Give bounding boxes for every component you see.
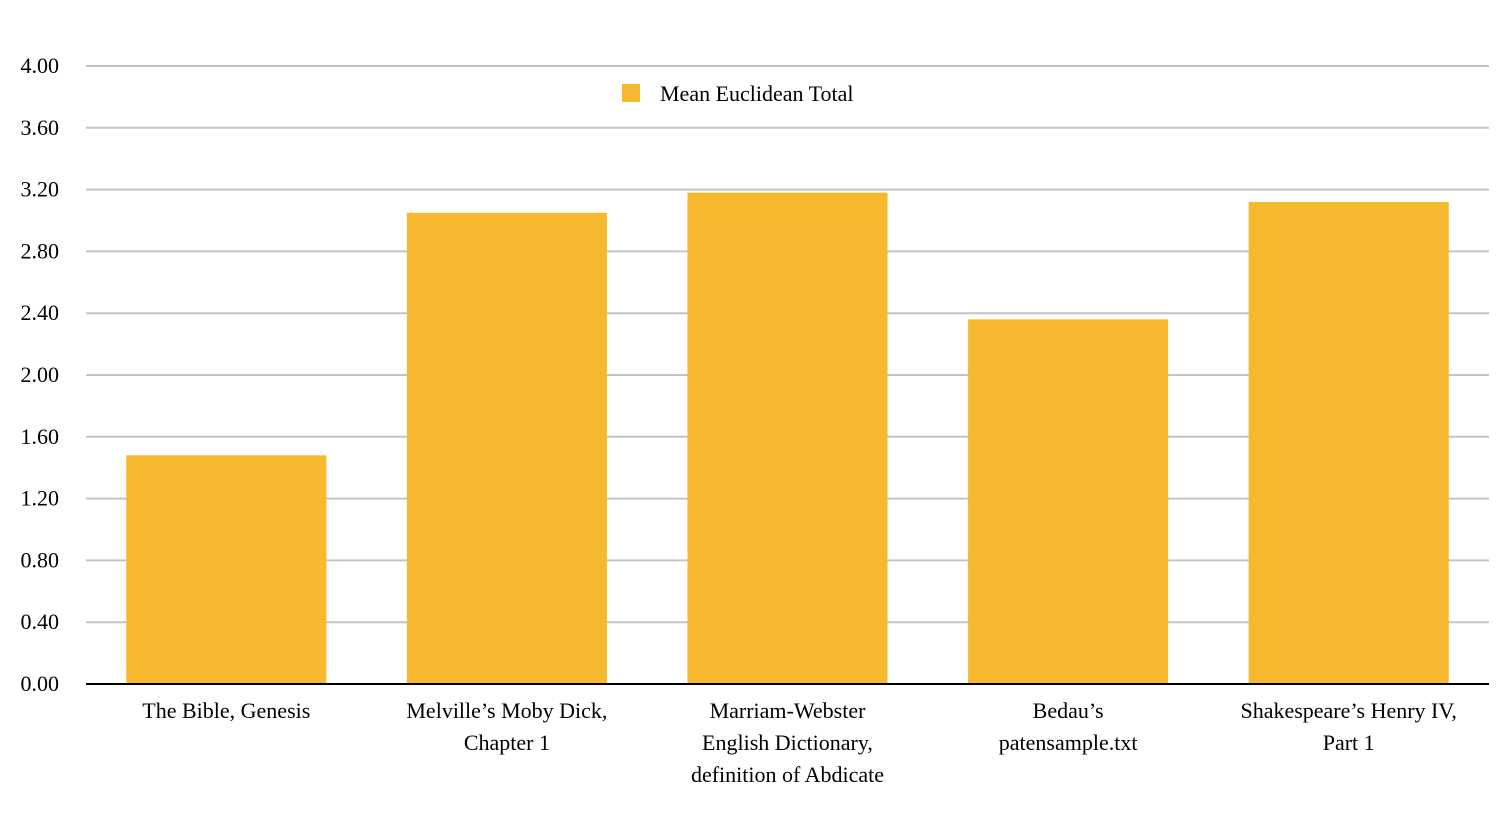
legend-label: Mean Euclidean Total — [660, 81, 854, 106]
axes: 0.00 0.40 0.80 1.20 1.60 2.00 2.40 2.80 3.20 3.60… — [21, 53, 1489, 696]
y-tick-label: 0.80 — [21, 547, 60, 572]
x-category-label: Melville’s Moby Dick, Chapter 1 — [406, 698, 607, 755]
category-labels: The Bible, Genesis Melville’s Moby Dick, C… — [142, 698, 1457, 787]
bar — [687, 192, 888, 684]
y-tick-label: 0.40 — [21, 609, 60, 634]
y-tick-label: 3.20 — [21, 177, 60, 202]
legend: Mean Euclidean Total — [622, 81, 854, 106]
y-tick-label: 1.60 — [21, 424, 60, 449]
x-category-label: Shakespeare’s Henry IV, Part 1 — [1240, 698, 1456, 755]
y-tick-label: 2.00 — [21, 362, 60, 387]
y-tick-label: 2.40 — [21, 300, 60, 325]
y-tick-label: 0.00 — [21, 671, 60, 696]
legend-swatch — [622, 84, 640, 102]
y-tick-label: 2.80 — [21, 238, 60, 263]
y-tick-label: 4.00 — [21, 53, 60, 78]
x-category-label: Marriam-Webster English Dictionary, defini… — [691, 698, 884, 787]
bars — [126, 192, 1449, 684]
y-tick-label: 1.20 — [21, 486, 60, 511]
x-category-label: The Bible, Genesis — [142, 698, 310, 723]
bar — [968, 319, 1169, 684]
bar — [126, 455, 327, 684]
bar — [1248, 201, 1449, 684]
bar — [406, 212, 607, 684]
y-tick-label: 3.60 — [21, 115, 60, 140]
x-category-label: Bedau’s patensample.txt — [999, 698, 1138, 755]
